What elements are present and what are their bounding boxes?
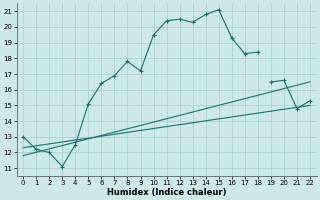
X-axis label: Humidex (Indice chaleur): Humidex (Indice chaleur): [107, 188, 226, 197]
